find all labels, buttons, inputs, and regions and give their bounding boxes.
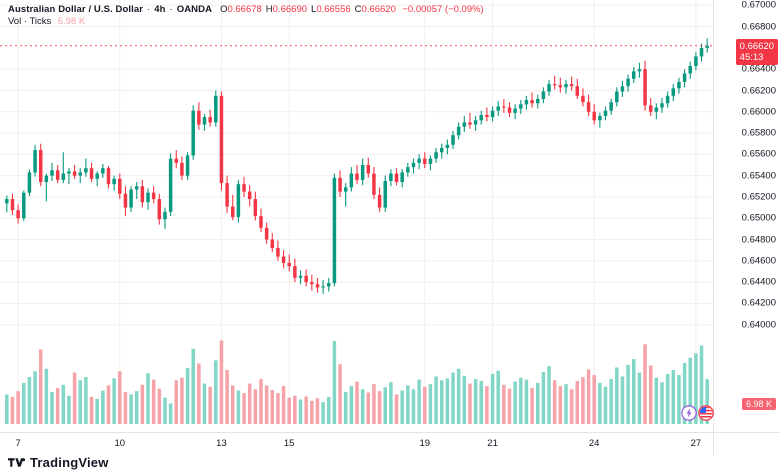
candlestick-series <box>5 38 709 294</box>
time-tick: 13 <box>216 438 227 449</box>
time-tick: 10 <box>114 438 126 449</box>
price-tick: 0.64800 <box>741 234 776 245</box>
chart-canvas[interactable] <box>0 0 714 432</box>
price-tick: 0.65800 <box>741 127 776 139</box>
time-tick: 27 <box>690 438 702 449</box>
current-price-value: 0.66620 <box>739 40 774 52</box>
price-tick: 0.66000 <box>741 106 776 118</box>
lightning-badge-icon[interactable] <box>681 405 697 421</box>
price-tick: 0.65600 <box>741 148 776 160</box>
time-tick: 19 <box>419 438 431 449</box>
time-tick: 15 <box>283 438 295 449</box>
axis-corner <box>713 432 780 455</box>
price-tick: 0.67000 <box>741 0 776 11</box>
bar-countdown: 45:13 <box>739 51 764 63</box>
price-tick: 0.64000 <box>741 319 776 331</box>
price-tick: 0.64400 <box>741 276 776 288</box>
price-tick: 0.65000 <box>741 212 776 224</box>
tradingview-logo-icon <box>8 457 25 467</box>
tradingview-wordmark: TradingView <box>30 454 109 470</box>
current-price-tag: 0.66620 45:13 <box>735 38 778 65</box>
price-axis[interactable]: 0.67000 0.66800 0.66400 0.66200 0.66000 0.658… <box>713 0 780 432</box>
price-tick: 0.64600 <box>741 255 776 267</box>
volume-value-tag: 6.98 K <box>741 398 776 410</box>
time-tick: 21 <box>487 438 498 449</box>
us-flag-badge-icon[interactable] <box>698 405 714 421</box>
price-tick: 0.66800 <box>741 21 776 33</box>
tradingview-brand: TradingView <box>8 454 109 470</box>
volume-series <box>5 340 709 424</box>
price-tick: 0.66200 <box>741 85 776 96</box>
chart-badges[interactable] <box>681 405 714 421</box>
chart-gridlines <box>0 0 714 424</box>
price-tick: 0.65200 <box>741 191 776 203</box>
time-axis[interactable]: 710131519212427Sep3591114 <box>0 432 714 455</box>
price-tick: 0.65400 <box>741 170 776 182</box>
time-tick: 7 <box>15 438 21 449</box>
time-tick: 24 <box>588 438 600 449</box>
price-tick: 0.66400 <box>741 63 776 75</box>
price-tick: 0.64200 <box>741 297 776 309</box>
